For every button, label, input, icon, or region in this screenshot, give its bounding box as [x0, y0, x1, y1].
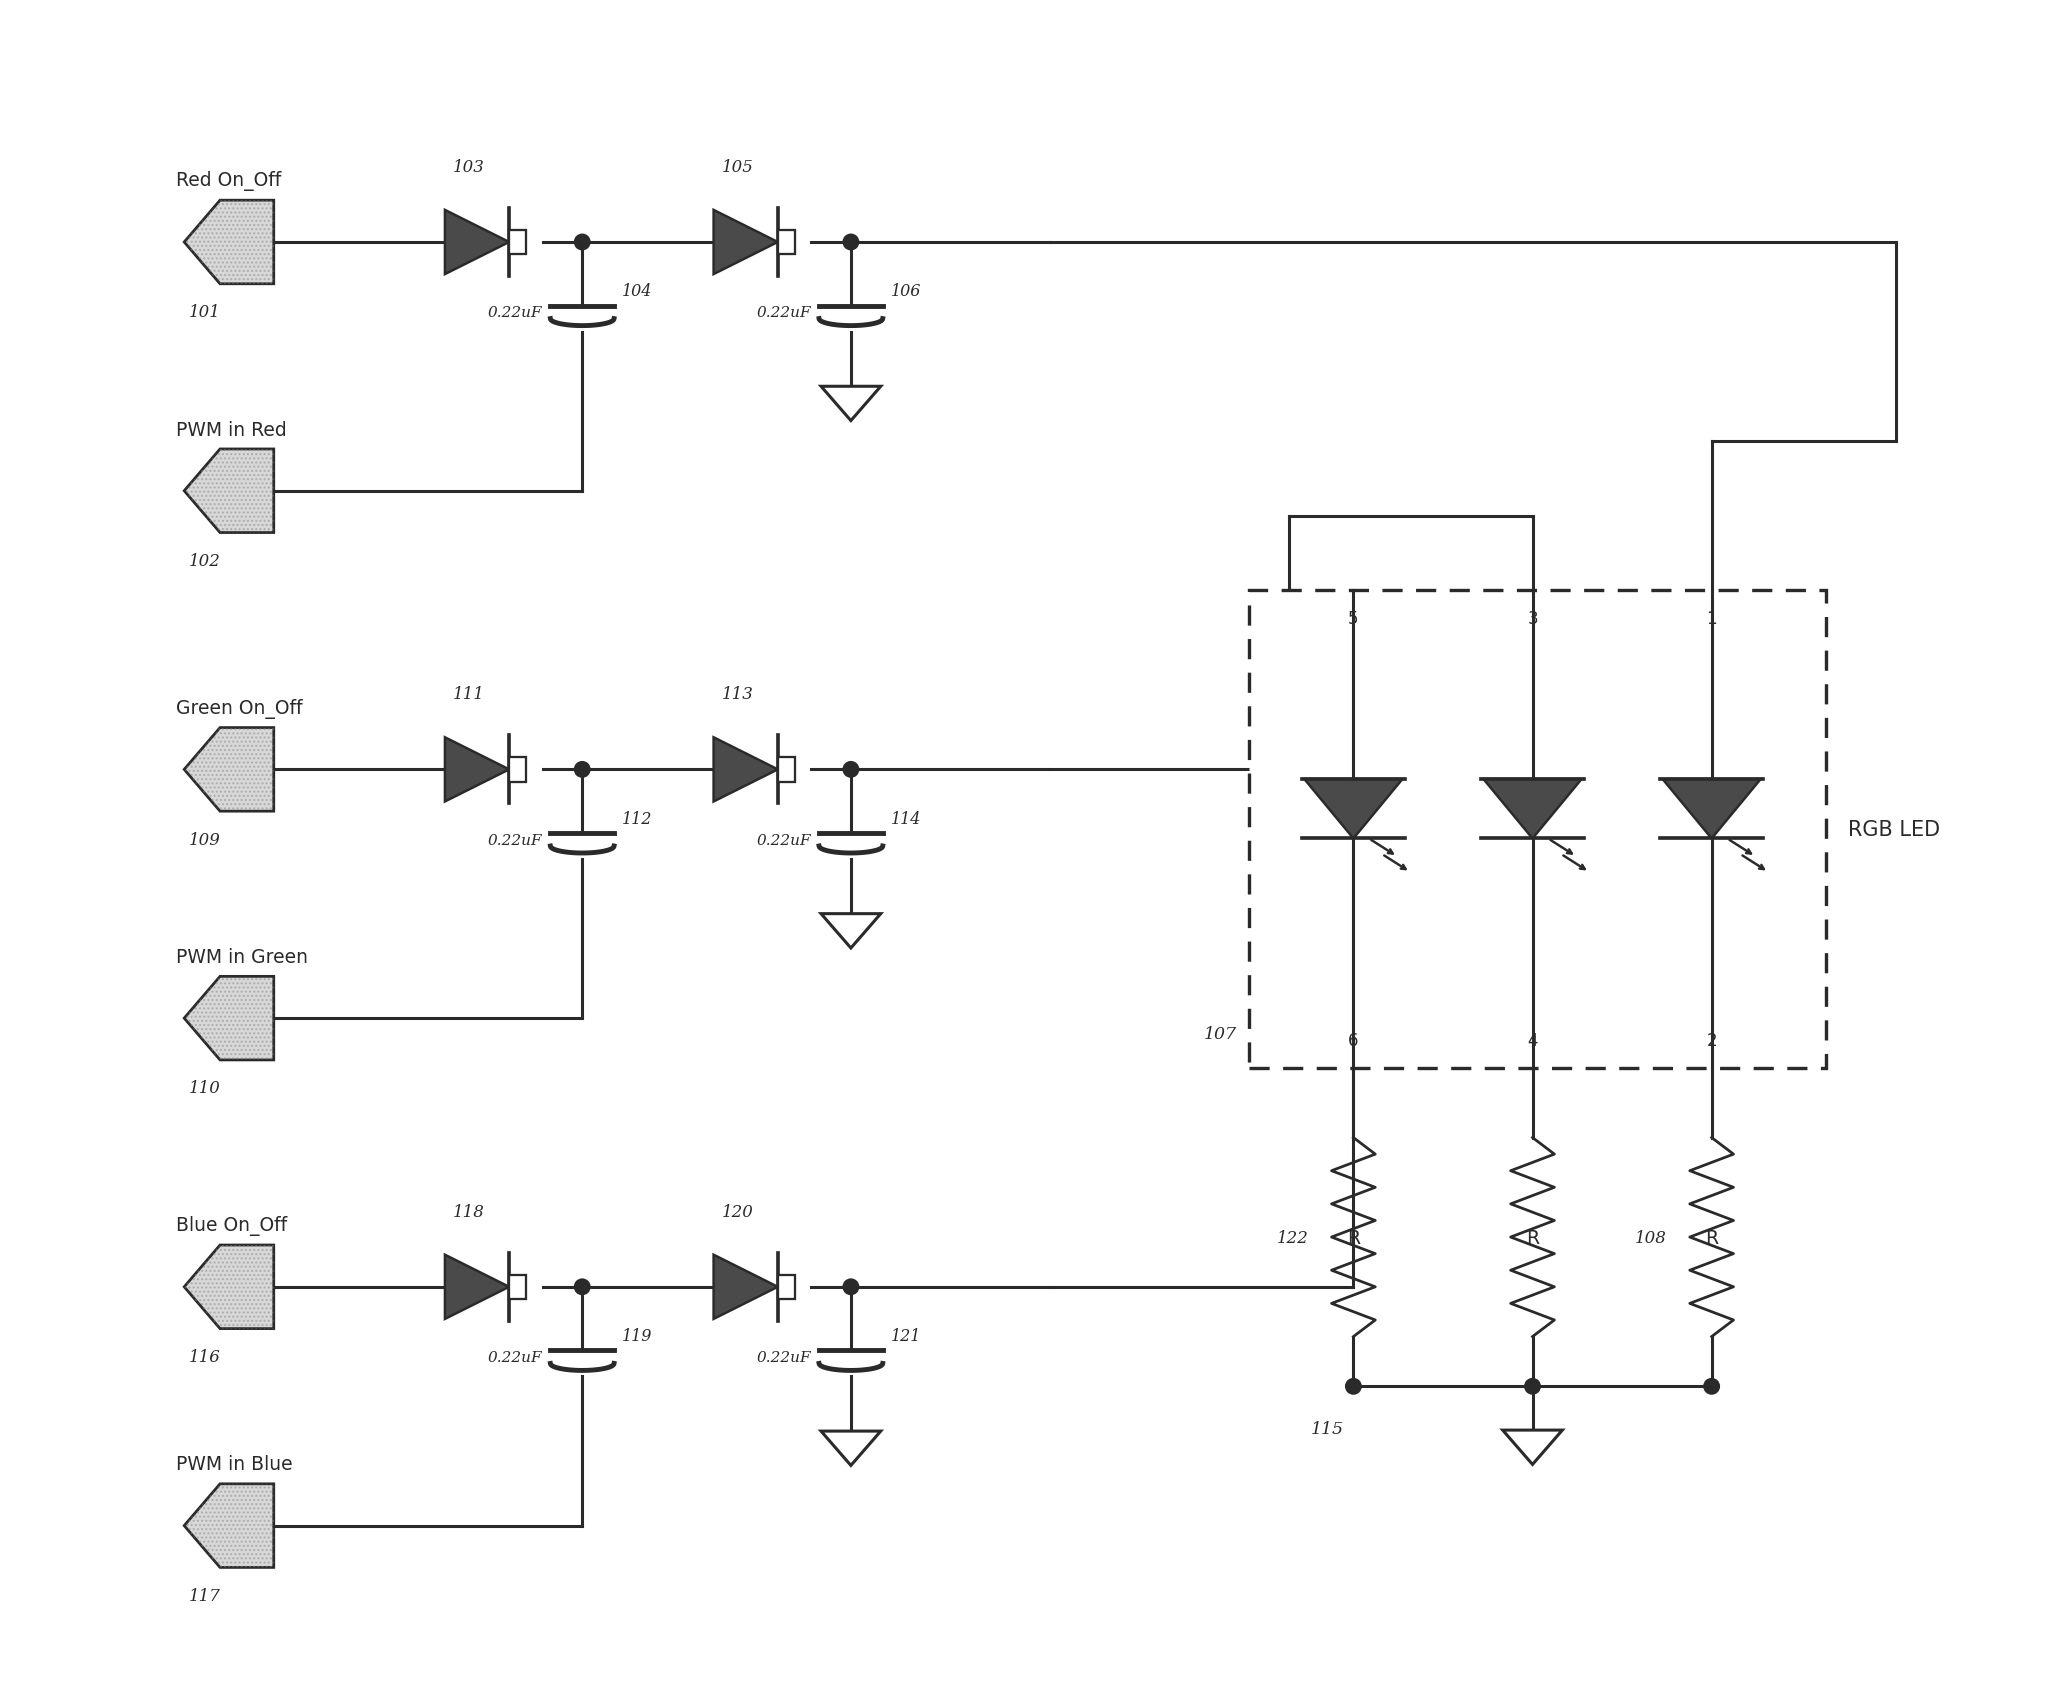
Polygon shape [821, 387, 881, 421]
Text: 113: 113 [722, 686, 753, 703]
Text: 106: 106 [891, 284, 920, 301]
Text: 107: 107 [1205, 1025, 1238, 1042]
Polygon shape [446, 211, 510, 275]
Text: 0.22uF: 0.22uF [757, 1350, 811, 1365]
Text: 1: 1 [1706, 610, 1716, 628]
Bar [510, 1275, 526, 1299]
Text: 3: 3 [1527, 610, 1537, 628]
Text: 0.22uF: 0.22uF [757, 306, 811, 319]
Polygon shape [184, 976, 274, 1061]
Text: 121: 121 [891, 1328, 920, 1344]
Circle shape [1525, 1378, 1541, 1395]
Text: PWM in Green: PWM in Green [175, 948, 307, 966]
Circle shape [574, 762, 590, 779]
Text: 4: 4 [1527, 1032, 1537, 1049]
Polygon shape [714, 211, 778, 275]
Polygon shape [1483, 779, 1582, 839]
Text: 2: 2 [1706, 1032, 1716, 1049]
Text: 102: 102 [190, 552, 221, 569]
Text: 114: 114 [891, 811, 920, 828]
Polygon shape [714, 1255, 778, 1319]
Polygon shape [714, 738, 778, 802]
Circle shape [574, 235, 590, 252]
Circle shape [842, 1279, 860, 1295]
Text: R: R [1704, 1228, 1718, 1246]
Text: 0.22uF: 0.22uF [487, 833, 543, 846]
Polygon shape [184, 728, 274, 812]
Text: 120: 120 [722, 1203, 753, 1219]
Text: 101: 101 [190, 304, 221, 321]
Text: 119: 119 [623, 1328, 652, 1344]
Text: 111: 111 [454, 686, 485, 703]
Text: R: R [1347, 1228, 1360, 1246]
Text: 117: 117 [190, 1588, 221, 1605]
Text: 110: 110 [190, 1079, 221, 1096]
Text: 109: 109 [190, 831, 221, 848]
Polygon shape [184, 1485, 274, 1567]
Bar [1248, 591, 1826, 1067]
Bar [778, 758, 794, 782]
Text: Green On_Off: Green On_Off [175, 698, 303, 718]
Text: R: R [1527, 1228, 1539, 1246]
Circle shape [1704, 1378, 1721, 1395]
Text: PWM in Red: PWM in Red [175, 421, 287, 439]
Text: 116: 116 [190, 1348, 221, 1365]
Circle shape [574, 1279, 590, 1295]
Text: 122: 122 [1277, 1230, 1308, 1246]
Polygon shape [184, 449, 274, 534]
Polygon shape [1502, 1431, 1562, 1464]
Bar [778, 231, 794, 255]
Bar [510, 758, 526, 782]
Text: 115: 115 [1310, 1420, 1343, 1437]
Polygon shape [1304, 779, 1403, 839]
Bar [778, 1275, 794, 1299]
Text: 103: 103 [454, 159, 485, 176]
Text: RGB LED: RGB LED [1848, 819, 1939, 839]
Text: 5: 5 [1347, 610, 1360, 628]
Polygon shape [184, 201, 274, 285]
Circle shape [842, 235, 860, 252]
Text: 0.22uF: 0.22uF [757, 833, 811, 846]
Polygon shape [821, 914, 881, 949]
Polygon shape [821, 1431, 881, 1466]
Text: 108: 108 [1636, 1230, 1667, 1246]
Bar [510, 231, 526, 255]
Text: 0.22uF: 0.22uF [487, 1350, 543, 1365]
Polygon shape [1663, 779, 1762, 839]
Polygon shape [446, 1255, 510, 1319]
Text: 0.22uF: 0.22uF [487, 306, 543, 319]
Text: Red On_Off: Red On_Off [175, 171, 281, 191]
Polygon shape [446, 738, 510, 802]
Circle shape [1345, 1378, 1362, 1395]
Text: 105: 105 [722, 159, 753, 176]
Text: PWM in Blue: PWM in Blue [175, 1454, 293, 1473]
Circle shape [842, 762, 860, 779]
Text: 118: 118 [454, 1203, 485, 1219]
Text: Blue On_Off: Blue On_Off [175, 1216, 287, 1235]
Polygon shape [184, 1245, 274, 1329]
Text: 104: 104 [623, 284, 652, 301]
Text: 6: 6 [1347, 1032, 1360, 1049]
Text: 112: 112 [623, 811, 652, 828]
